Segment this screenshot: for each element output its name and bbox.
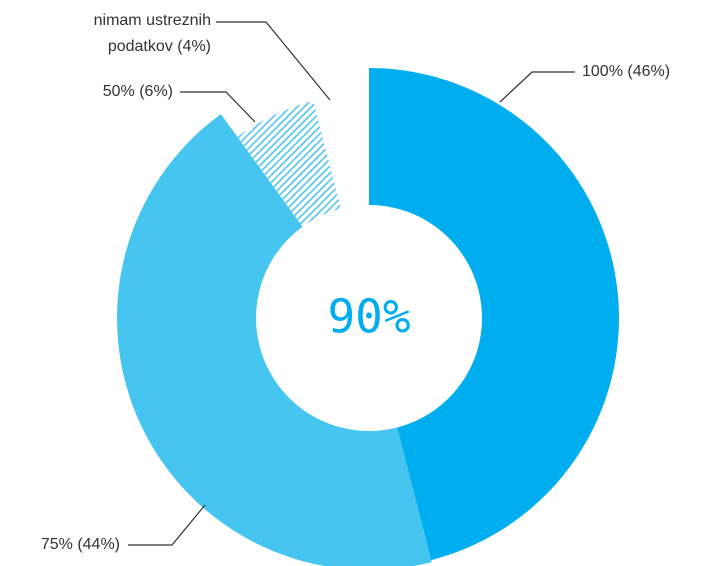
data-label: 50% (6%): [102, 83, 173, 100]
leader-line: [128, 504, 206, 546]
center-label: 90%: [327, 290, 410, 344]
data-label: nimam ustreznih podatkov (4%): [93, 12, 211, 55]
leader-line: [216, 21, 331, 101]
leader-line: [180, 91, 256, 123]
data-label: 75% (44%): [40, 536, 120, 553]
leaders: [128, 21, 575, 546]
data-label: 100% (46%): [582, 63, 671, 80]
donut-segment: [313, 94, 369, 209]
donut-segment: [117, 114, 432, 566]
donut-segment: [237, 101, 341, 227]
leader-line: [499, 71, 575, 103]
donut-segment: [369, 68, 620, 561]
